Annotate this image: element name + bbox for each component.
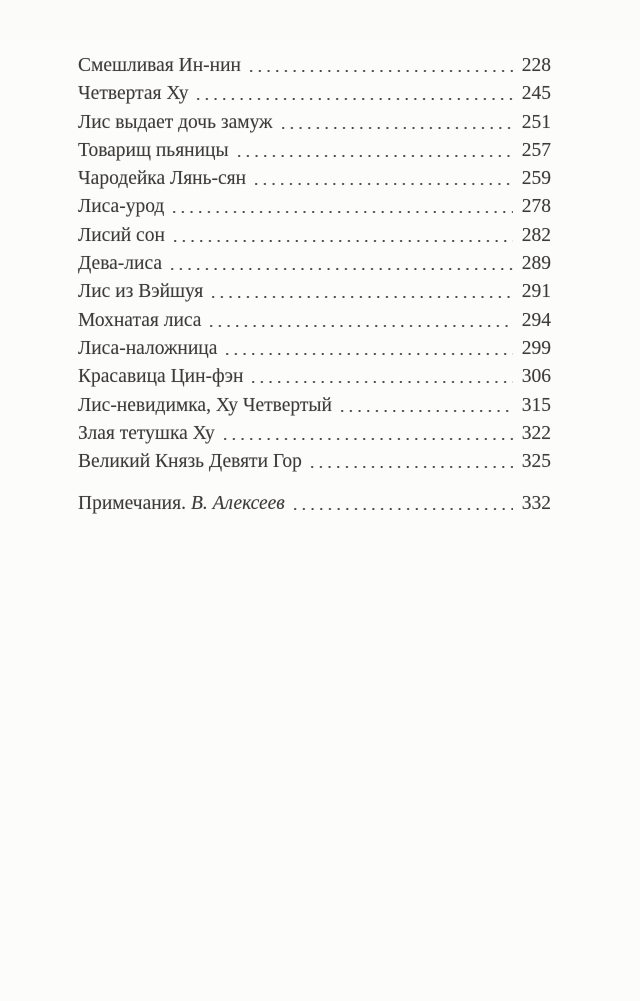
dot-leader bbox=[248, 52, 513, 81]
toc-entry-page-number: 259 bbox=[521, 168, 551, 190]
toc-entry-row: Лиса-наложница 299 bbox=[78, 334, 551, 364]
toc-entry-page-number: 315 bbox=[521, 394, 551, 416]
toc-entry-title: Лисий сон bbox=[78, 224, 165, 246]
toc-entry-page-number: 299 bbox=[521, 337, 551, 359]
toc-entry-title: Лис-невидимка, Ху Четвертый bbox=[78, 394, 332, 416]
toc-entry-title: Товарищ пьяницы bbox=[78, 139, 229, 161]
toc-entry-row: Лис-невидимка, Ху Четвертый 315 bbox=[78, 391, 551, 420]
toc-entry-row: Лис выдает дочь замуж 251 bbox=[78, 108, 551, 137]
toc-entry-title: Красавица Цин-фэн bbox=[78, 366, 244, 388]
toc-entry-row: Чародейка Лянь-сян 259 bbox=[78, 165, 551, 194]
dot-leader bbox=[280, 108, 513, 137]
toc-entry-page-number: 278 bbox=[521, 196, 551, 218]
toc-entry-page-number: 245 bbox=[521, 83, 551, 105]
toc-entry-title: Смешливая Ин-нин bbox=[78, 55, 241, 76]
dot-leader bbox=[209, 306, 513, 335]
toc-entry-title: Лис из Вэйшуя bbox=[78, 281, 204, 303]
toc-entry-title: Примечания. bbox=[78, 493, 186, 515]
toc-entry-title: Мохнатая лиса bbox=[78, 309, 202, 331]
toc-entry-row: Четвертая Ху 245 bbox=[78, 80, 551, 109]
dot-leader bbox=[309, 448, 513, 477]
toc-entry-page-number: 251 bbox=[521, 111, 551, 133]
dot-leader bbox=[236, 136, 513, 166]
toc-entry-page-number: 291 bbox=[521, 281, 551, 303]
toc-entry-row: Красавица Цин-фэн 306 bbox=[78, 363, 551, 392]
toc-entry-row: Злая тетушка Ху 322 bbox=[78, 419, 551, 449]
toc-entry-row: Товарищ пьяницы 257 bbox=[78, 136, 551, 166]
toc-entry-page-number: 282 bbox=[521, 224, 551, 246]
dot-leader bbox=[292, 490, 513, 519]
dot-leader bbox=[172, 193, 513, 222]
dot-leader bbox=[170, 250, 513, 279]
toc-entry-author: В. Алексеев bbox=[190, 493, 285, 515]
toc-entry-page-number: 322 bbox=[521, 422, 551, 444]
toc-entry-page-number: 294 bbox=[521, 309, 551, 331]
toc-entry-row: Великий Князь Девяти Гор 325 bbox=[78, 448, 551, 477]
toc-entry-title: Лис выдает дочь замуж bbox=[78, 111, 273, 133]
dot-leader bbox=[222, 419, 513, 449]
toc-entry-title: Лиса-наложница bbox=[78, 337, 218, 359]
dot-leader bbox=[211, 278, 513, 307]
toc-entry-row: Примечания. В. Алексеев 332 bbox=[78, 490, 551, 519]
toc-entry-title: Великий Князь Девяти Гор bbox=[78, 451, 302, 473]
toc-entry-page-number: 289 bbox=[521, 253, 551, 275]
toc-entry-page-number: 325 bbox=[521, 451, 551, 473]
dot-leader bbox=[196, 80, 513, 109]
toc-entry-page-number: 306 bbox=[521, 366, 551, 388]
toc-entry-page-number: 257 bbox=[521, 139, 551, 161]
toc-entry-title: Злая тетушка Ху bbox=[78, 422, 215, 444]
dot-leader bbox=[339, 391, 513, 420]
toc-entry-row: Лисий сон 282 bbox=[78, 221, 551, 251]
toc-entry-row: Мохнатая лиса 294 bbox=[78, 306, 551, 335]
toc-entry-title: Лиса-урод bbox=[78, 196, 165, 218]
toc-entry-row: Смешливая Ин-нин 228 bbox=[78, 52, 551, 81]
toc-entry-page-number: 332 bbox=[521, 493, 551, 515]
dot-leader bbox=[251, 363, 513, 392]
toc-entry-row: Лис из Вэйшуя 291 bbox=[78, 278, 551, 307]
toc-entry-title: Чародейка Лянь-сян bbox=[78, 168, 247, 190]
dot-leader bbox=[172, 221, 513, 251]
dot-leader bbox=[225, 334, 513, 364]
toc-entry-title: Дева-лиса bbox=[78, 253, 163, 275]
toc-entry-page-number: 228 bbox=[521, 55, 551, 76]
toc-entry-title: Четвертая Ху bbox=[78, 83, 189, 105]
toc-entry-row: Дева-лиса 289 bbox=[78, 250, 551, 279]
dot-leader bbox=[254, 165, 513, 194]
table-of-contents: Смешливая Ин-нин 228 Четвертая Ху 245 Ли… bbox=[78, 52, 551, 519]
toc-entry-row: Лиса-урод 278 bbox=[78, 193, 551, 222]
